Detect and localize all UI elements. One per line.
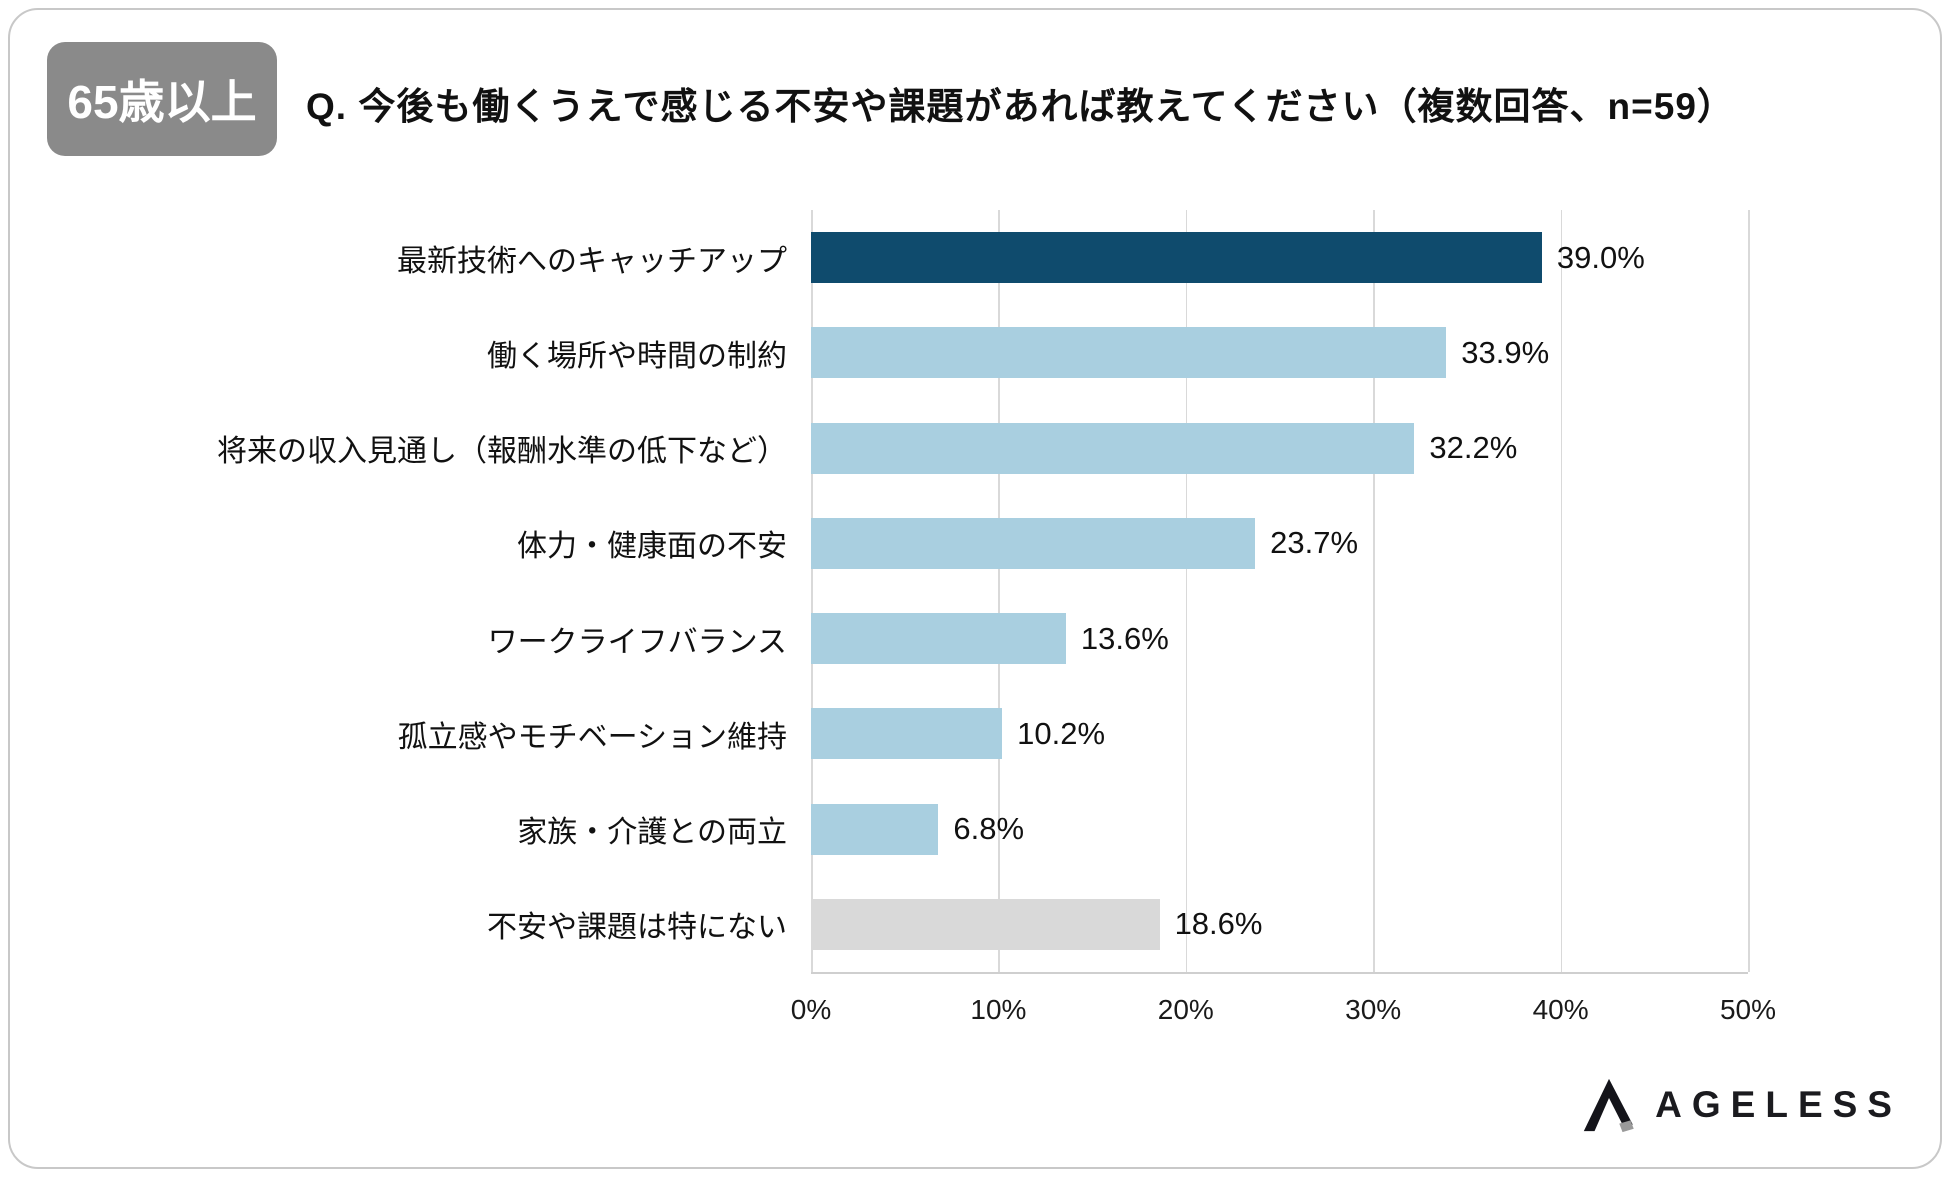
value-label: 10.2% (1017, 715, 1106, 751)
bar-row: 働く場所や時間の制約 33.9% (60, 305, 1748, 400)
category-label: 家族・介護との両立 (517, 816, 787, 850)
category-label: ワークライフバランス (487, 625, 787, 659)
question-title: Q. 今後も働くうえで感じる不安や課題があれば教えてください（複数回答、n=59… (306, 86, 1735, 127)
bar (811, 708, 1003, 760)
bar (811, 517, 1256, 569)
category-label: 最新技術へのキャッチアップ (397, 244, 787, 278)
gridline (1185, 210, 1188, 972)
bar-row: 家族・介護との両立 6.8% (60, 782, 1748, 877)
x-axis-tick-label: 0% (790, 994, 832, 1025)
bar (811, 327, 1447, 379)
ageless-logo: AGELESS (1581, 1076, 1902, 1134)
bar-track: 39.0% (811, 210, 1748, 305)
bar-row: ワークライフバランス 13.6% (60, 591, 1748, 686)
bar-row: 将来の収入見通し（報酬水準の低下など） 32.2% (60, 401, 1748, 496)
x-axis-tick-label: 40% (1532, 994, 1589, 1025)
bar-track: 18.6% (811, 877, 1748, 972)
bar-row: 孤立感やモチベーション維持 10.2% (60, 686, 1748, 781)
ageless-logo-text: AGELESS (1655, 1084, 1902, 1125)
value-label: 23.7% (1270, 525, 1359, 561)
bar-track: 32.2% (811, 401, 1748, 496)
age-group-badge: 65歳以上 (47, 42, 277, 156)
category-label: 体力・健康面の不安 (517, 530, 787, 564)
bar-track: 23.7% (811, 496, 1748, 591)
category-label: 不安や課題は特にない (487, 911, 787, 945)
bar (811, 232, 1542, 283)
value-label: 13.6% (1080, 620, 1169, 656)
category-label: 将来の収入見通し（報酬水準の低下など） (217, 435, 787, 469)
bar-track: 13.6% (811, 591, 1748, 686)
chart-gridlines (811, 210, 1750, 974)
bar (811, 422, 1415, 474)
x-axis-tick-label: 30% (1345, 994, 1402, 1025)
bar-row: 体力・健康面の不安 23.7% (60, 496, 1748, 591)
bar (811, 613, 1066, 664)
gridline (1748, 210, 1750, 972)
x-axis-tick-label: 20% (1157, 994, 1214, 1025)
gridline (811, 210, 813, 972)
bar-row: 最新技術へのキャッチアップ 39.0% (60, 210, 1748, 305)
value-label: 18.6% (1174, 906, 1263, 942)
x-axis-tick-label: 10% (970, 994, 1027, 1025)
x-axis: 0% 10% 20% 30% 40% 50% (791, 994, 1776, 1034)
bar-track: 33.9% (811, 305, 1748, 400)
category-label: 孤立感やモチベーション維持 (397, 720, 787, 754)
bar (811, 898, 1160, 950)
value-label: 32.2% (1429, 430, 1518, 466)
bar-track: 10.2% (811, 686, 1748, 781)
value-label: 39.0% (1556, 239, 1645, 275)
value-label: 33.9% (1461, 334, 1550, 370)
gridline (998, 210, 1000, 972)
bar-row: 不安や課題は特にない 18.6% (60, 877, 1748, 972)
gridline (1373, 210, 1375, 972)
bar (811, 803, 939, 855)
ageless-logo-icon (1583, 1078, 1634, 1133)
value-label: 6.8% (953, 811, 1025, 847)
bar-chart: 最新技術へのキャッチアップ 39.0% 働く場所や時間の制約 33.9% 将来の収入見通… (60, 210, 1748, 972)
age-group-badge-label: 65歳以上 (67, 76, 257, 128)
gridline (1560, 210, 1563, 972)
bar-track: 6.8% (811, 782, 1748, 877)
x-axis-tick-label: 50% (1719, 994, 1777, 1025)
category-label: 働く場所や時間の制約 (487, 339, 787, 373)
